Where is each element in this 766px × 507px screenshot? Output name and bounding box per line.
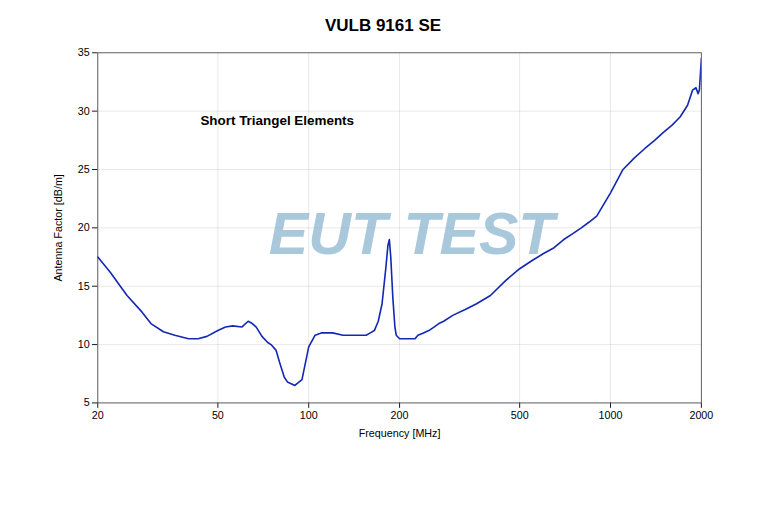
svg-text:Frequency [MHz]: Frequency [MHz] — [359, 427, 441, 439]
svg-text:20: 20 — [78, 221, 90, 233]
html-text:VULB 9161 SE: VULB 9161 SE — [324, 16, 442, 35]
svg-text:35: 35 — [78, 46, 90, 58]
svg-text:20: 20 — [92, 409, 104, 421]
svg-text:15: 15 — [78, 280, 90, 292]
svg-text:5: 5 — [84, 396, 90, 408]
svg-text:10: 10 — [78, 338, 90, 350]
svg-text:Antenna Factor [dB/m]: Antenna Factor [dB/m] — [52, 174, 64, 281]
svg-text:Short Triangel Elements: Short Triangel Elements — [200, 113, 354, 128]
svg-text:200: 200 — [391, 409, 409, 421]
svg-text:50: 50 — [212, 409, 224, 421]
svg-text:100: 100 — [300, 409, 318, 421]
svg-text:500: 500 — [511, 409, 529, 421]
svg-text:25: 25 — [78, 163, 90, 175]
svg-text:30: 30 — [78, 105, 90, 117]
svg-text:2000: 2000 — [689, 409, 713, 421]
svg-text:EUT TEST: EUT TEST — [269, 200, 560, 267]
svg-text:1000: 1000 — [599, 409, 623, 421]
